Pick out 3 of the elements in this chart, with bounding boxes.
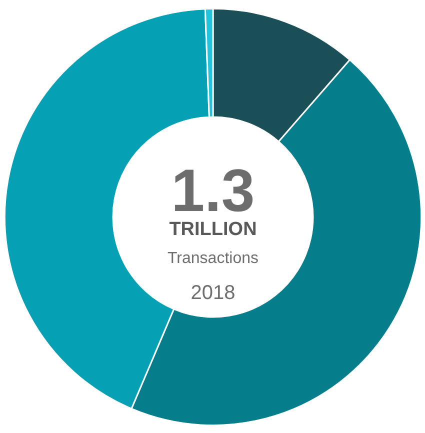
text: Transactions [168, 250, 258, 268]
text: 2018 [190, 282, 236, 304]
text: TRILLION [169, 218, 257, 240]
